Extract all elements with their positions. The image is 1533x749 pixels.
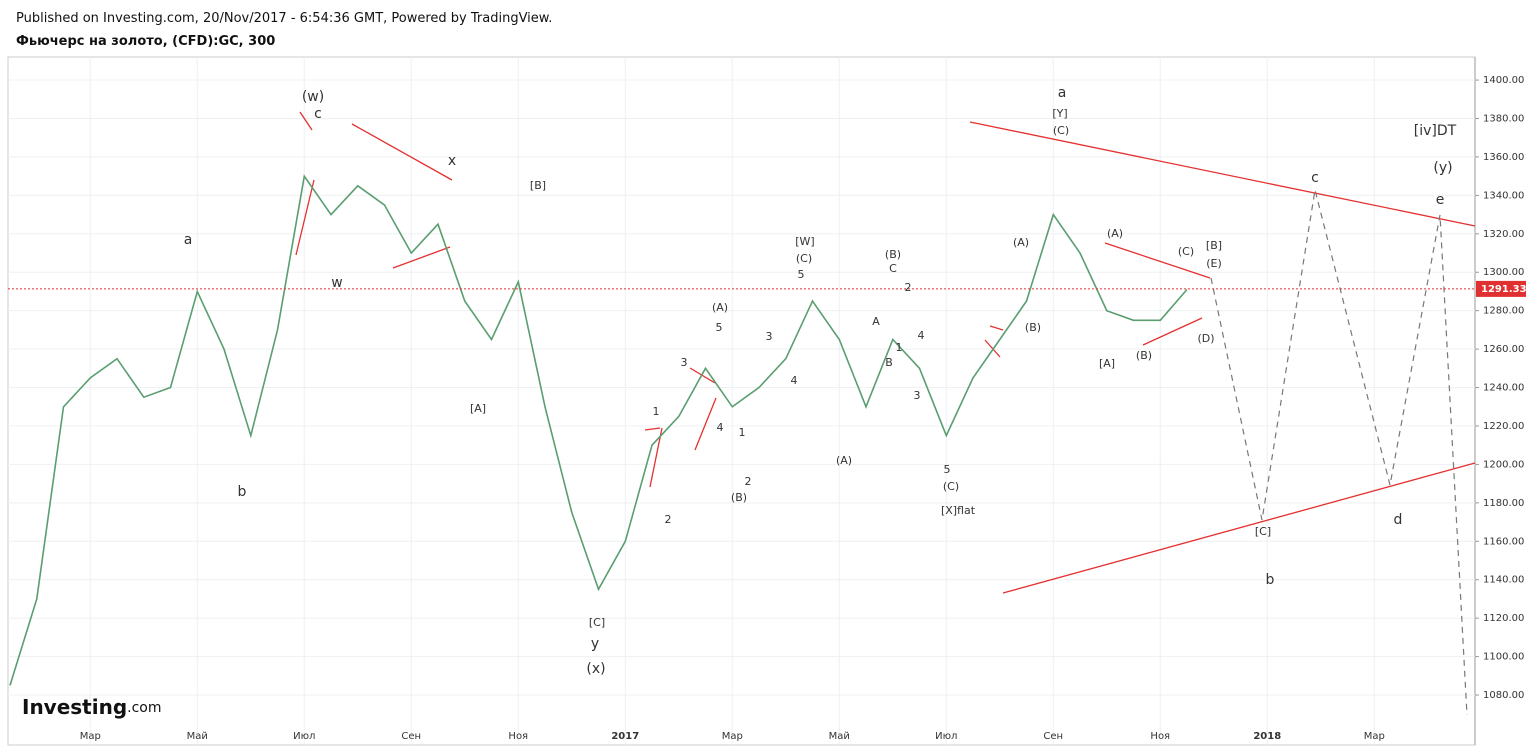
x-tick-label: Мар xyxy=(1364,731,1385,742)
y-tick-label: 1220.00 xyxy=(1483,421,1524,432)
wave-label: [X]flat xyxy=(941,504,976,517)
wave-label: x xyxy=(448,153,456,169)
published-line: Published on Investing.com, 20/Nov/2017 … xyxy=(16,11,552,26)
y-tick-label: 1100.00 xyxy=(1483,652,1524,663)
y-tick-label: 1240.00 xyxy=(1483,383,1524,394)
wave-label: 5 xyxy=(944,463,951,476)
wave-label: (B) xyxy=(1136,349,1152,362)
wave-label: (y) xyxy=(1433,160,1452,176)
wave-label: (C) xyxy=(796,252,812,265)
wave-label: y xyxy=(591,636,599,652)
x-tick-label: Мар xyxy=(80,731,101,742)
wave-label: c xyxy=(314,106,322,122)
x-tick-label: Ноя xyxy=(1150,731,1170,742)
wave-label: 3 xyxy=(766,330,773,343)
wave-label: C xyxy=(889,262,897,275)
wave-label: [Y] xyxy=(1052,107,1067,120)
wave-label: (A) xyxy=(836,454,852,467)
wave-label: [W] xyxy=(795,235,814,248)
y-tick-label: 1280.00 xyxy=(1483,306,1524,317)
current-price-box xyxy=(1476,280,1526,297)
wave-label: a xyxy=(184,232,193,248)
y-tick-label: 1200.00 xyxy=(1483,459,1524,470)
wave-label: [A] xyxy=(470,402,486,415)
wave-label: 2 xyxy=(665,513,672,526)
wave-label: 2 xyxy=(745,475,752,488)
wave-label: (A) xyxy=(1013,236,1029,249)
wave-label: (C) xyxy=(1178,245,1194,258)
wave-label: B xyxy=(885,356,893,369)
y-tick-label: 1180.00 xyxy=(1483,498,1524,509)
x-tick-label: 2017 xyxy=(611,731,639,742)
wave-label: A xyxy=(872,315,880,328)
y-tick-label: 1080.00 xyxy=(1483,690,1524,701)
wave-label: [A] xyxy=(1099,357,1115,370)
wave-label: w xyxy=(331,275,342,291)
price-line xyxy=(9,174,1188,686)
wave-label: 3 xyxy=(681,356,688,369)
wave-label: 4 xyxy=(791,374,798,387)
y-tick-label: 1140.00 xyxy=(1483,575,1524,586)
wave-label: (C) xyxy=(943,480,959,493)
wave-label: 2 xyxy=(905,281,912,294)
wave-label: (w) xyxy=(302,89,324,105)
y-tick-label: 1400.00 xyxy=(1483,75,1524,86)
logo-main: Investing xyxy=(22,695,127,719)
wave-label: b xyxy=(238,484,247,500)
x-tick-label: Ноя xyxy=(508,731,528,742)
y-tick-label: 1160.00 xyxy=(1483,536,1524,547)
x-tick-label: Май xyxy=(829,731,850,742)
y-tick-label: 1320.00 xyxy=(1483,229,1524,240)
x-tick-label: Июл xyxy=(293,731,315,742)
wave-label: (A) xyxy=(1107,227,1123,240)
wave-label: (B) xyxy=(731,491,747,504)
x-tick-label: 2018 xyxy=(1253,731,1281,742)
wave-label: e xyxy=(1436,192,1445,208)
wave-label: [C] xyxy=(1255,525,1271,538)
y-tick-label: 1380.00 xyxy=(1483,113,1524,124)
wave-label: 5 xyxy=(716,321,723,334)
logo: Investing.com xyxy=(22,695,162,719)
grid xyxy=(8,57,1475,745)
logo-suffix: .com xyxy=(127,700,161,716)
wave-label: (D) xyxy=(1197,332,1214,345)
wave-label: 4 xyxy=(918,329,925,342)
y-tick-label: 1120.00 xyxy=(1483,613,1524,624)
wave-label: b xyxy=(1266,572,1275,588)
projection-path xyxy=(1210,189,1468,716)
wave-label: [C] xyxy=(589,616,605,629)
x-tick-label: Май xyxy=(187,731,208,742)
current-price-label: 1291.33 xyxy=(1481,284,1527,295)
wave-label: (B) xyxy=(1025,321,1041,334)
instrument-title: Фьючерс на золото, (CFD):GC, 300 xyxy=(16,34,275,49)
x-tick-label: Сен xyxy=(401,731,421,742)
wave-label: (x) xyxy=(586,661,605,677)
wave-label: (A) xyxy=(712,301,728,314)
wave-label: [B] xyxy=(1206,239,1222,252)
wave-label: (C) xyxy=(1053,124,1069,137)
wave-label: [B] xyxy=(530,179,546,192)
trend-lines xyxy=(295,111,1476,594)
y-tick-label: 1260.00 xyxy=(1483,344,1524,355)
wave-label: d xyxy=(1394,512,1403,528)
y-tick-label: 1300.00 xyxy=(1483,267,1524,278)
wave-label: a xyxy=(1058,85,1067,101)
wave-label: 1 xyxy=(896,341,903,354)
wave-label: 3 xyxy=(914,389,921,402)
x-tick-label: Сен xyxy=(1043,731,1063,742)
wave-label: 5 xyxy=(798,268,805,281)
y-tick-label: 1340.00 xyxy=(1483,190,1524,201)
wave-label: 4 xyxy=(717,421,724,434)
wave-label: c xyxy=(1311,170,1319,186)
wave-label: 1 xyxy=(739,426,746,439)
x-tick-label: Мар xyxy=(722,731,743,742)
wave-label: [iv]DT xyxy=(1414,123,1457,139)
wave-label: (B) xyxy=(885,248,901,261)
y-tick-label: 1360.00 xyxy=(1483,152,1524,163)
plot xyxy=(9,174,1188,686)
wave-label: 1 xyxy=(653,405,660,418)
x-tick-label: Июл xyxy=(935,731,957,742)
wave-label: (E) xyxy=(1206,257,1222,270)
